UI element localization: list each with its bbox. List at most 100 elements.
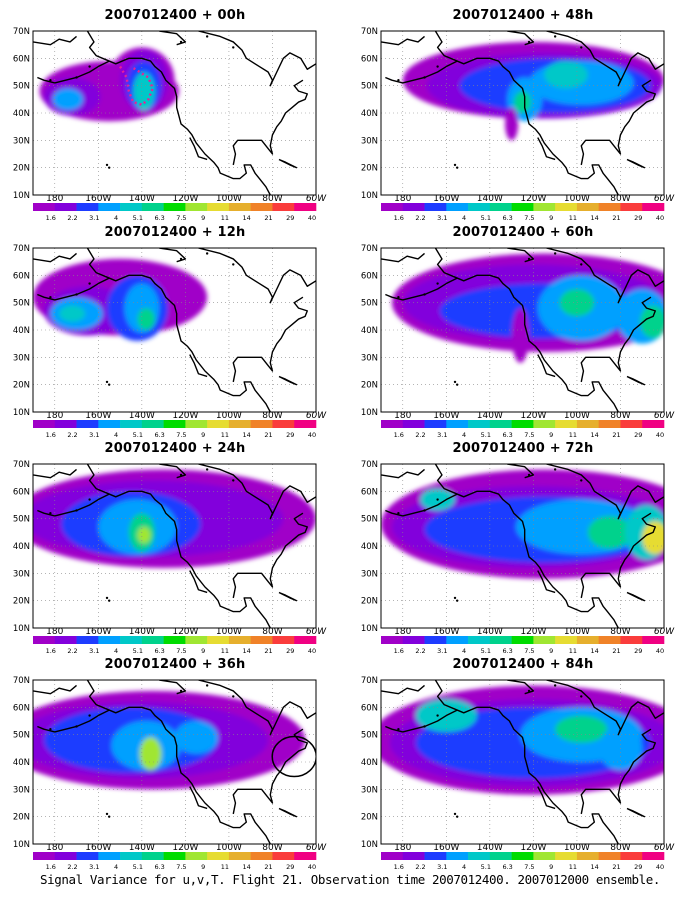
colorbar-label: 9 — [201, 863, 205, 871]
colorbar-swatch — [250, 203, 273, 211]
island — [232, 46, 235, 49]
colorbar-label: 5.1 — [481, 647, 491, 655]
island — [205, 252, 209, 255]
colorbar-label: 11 — [221, 863, 229, 871]
lon-label: 180 — [46, 411, 63, 421]
colorbar-label: 21 — [264, 431, 272, 439]
lon-label: 60W — [654, 843, 675, 853]
island — [88, 282, 91, 285]
colorbar-label: 1.6 — [46, 647, 56, 655]
lat-label: 40N — [361, 758, 378, 768]
lat-label: 10N — [361, 624, 378, 634]
coastline — [434, 31, 619, 195]
coastline — [626, 591, 646, 602]
island — [453, 380, 457, 384]
colorbar-swatch — [446, 852, 469, 860]
colorbar-swatch — [54, 852, 77, 860]
colorbar-swatch — [620, 636, 643, 644]
coastline — [381, 252, 425, 263]
colorbar-swatch — [185, 420, 208, 428]
colorbar-swatch — [228, 420, 251, 428]
colorbar-swatch — [642, 203, 665, 211]
coastline — [33, 684, 77, 695]
lat-label: 70N — [361, 27, 378, 37]
coastline — [37, 709, 110, 733]
variance-contour-region — [59, 305, 86, 322]
colorbar-swatch — [620, 203, 643, 211]
island — [553, 684, 557, 687]
variance-map: 70N 60N 50N 40N 30N 20N 10N 180 160W 140W 120W 100W… — [361, 27, 675, 222]
coastline — [507, 680, 535, 695]
variance-map: 70N 60N 50N 40N 30N 20N 10N 180 160W 140W 120W 100W… — [13, 676, 327, 871]
colorbar-label: 1.6 — [394, 647, 404, 655]
lat-label: 10N — [361, 191, 378, 201]
map-panel: 2007012400 + 84h 70N 60N 50N 40N 30N 20N 10N 180… — [348, 657, 688, 875]
colorbar-swatch — [185, 203, 208, 211]
island — [49, 79, 52, 82]
colorbar-swatch — [141, 420, 164, 428]
colorbar-swatch — [533, 852, 556, 860]
colorbar-label: 29 — [634, 863, 642, 871]
lat-label: 30N — [361, 136, 378, 146]
coastline — [626, 158, 646, 169]
colorbar-swatch — [381, 420, 404, 428]
colorbar-label: 4 — [114, 863, 118, 871]
island — [397, 728, 400, 731]
lat-label: 70N — [13, 27, 30, 37]
island — [397, 512, 400, 515]
lat-label: 70N — [361, 244, 378, 254]
colorbar-swatch — [120, 852, 143, 860]
map-frame — [380, 463, 665, 629]
lon-label: 80W — [610, 411, 630, 421]
island — [107, 383, 111, 386]
colorbar-swatch — [511, 852, 534, 860]
coastline — [580, 512, 656, 599]
colorbar-label: 21 — [612, 431, 620, 439]
colorbar-label: 40 — [308, 431, 316, 439]
lon-label: 160W — [85, 194, 111, 204]
map-frame — [32, 30, 317, 196]
colorbar-swatch — [141, 852, 164, 860]
variance-map: 70N 60N 50N 40N 30N 20N 10N 180 160W 140W 120W 100W… — [13, 460, 327, 655]
colorbar-label: 29 — [286, 214, 294, 222]
variance-contour-region — [511, 308, 530, 363]
lon-label: 120W — [172, 194, 198, 204]
colorbar-swatch — [511, 636, 534, 644]
colorbar-label: 29 — [286, 863, 294, 871]
lat-label: 20N — [13, 381, 30, 391]
variance-contour-region — [513, 91, 532, 113]
lat-label: 10N — [13, 191, 30, 201]
colorbar-swatch — [620, 420, 643, 428]
colorbar-swatch — [163, 852, 186, 860]
variance-contour-region — [52, 88, 84, 111]
colorbar-swatch — [163, 636, 186, 644]
island — [553, 468, 557, 471]
lat-label: 60N — [361, 703, 378, 713]
lat-label: 30N — [361, 353, 378, 363]
lat-label: 70N — [361, 460, 378, 470]
map-panel: 2007012400 + 36h 70N 60N 50N 40N 30N 20N 10N 180… — [0, 657, 340, 875]
colorbar-label: 7.5 — [524, 214, 534, 222]
colorbar-swatch — [54, 420, 77, 428]
lon-label: 120W — [172, 411, 198, 421]
colorbar-label: 4 — [114, 647, 118, 655]
island — [88, 498, 91, 501]
colorbar-label: 29 — [634, 647, 642, 655]
colorbar-label: 6.3 — [154, 647, 164, 655]
coastline — [434, 680, 619, 844]
coastline — [278, 591, 298, 602]
variance-map: 70N 60N 50N 40N 30N 20N 10N 180 160W 140W 120W 100W… — [361, 460, 675, 655]
colorbar-swatch — [141, 636, 164, 644]
colorbar-swatch — [555, 852, 578, 860]
coastline — [626, 375, 646, 386]
colorbar-swatch — [272, 203, 295, 211]
colorbar-swatch — [381, 852, 404, 860]
lon-label: 60W — [306, 194, 327, 204]
island — [423, 725, 426, 728]
lat-label: 70N — [13, 244, 30, 254]
colorbar-swatch — [98, 420, 121, 428]
colorbar-label: 2.2 — [415, 863, 425, 871]
coastline — [189, 570, 208, 594]
island — [453, 812, 457, 816]
panel-title: 2007012400 + 72h — [452, 441, 594, 456]
